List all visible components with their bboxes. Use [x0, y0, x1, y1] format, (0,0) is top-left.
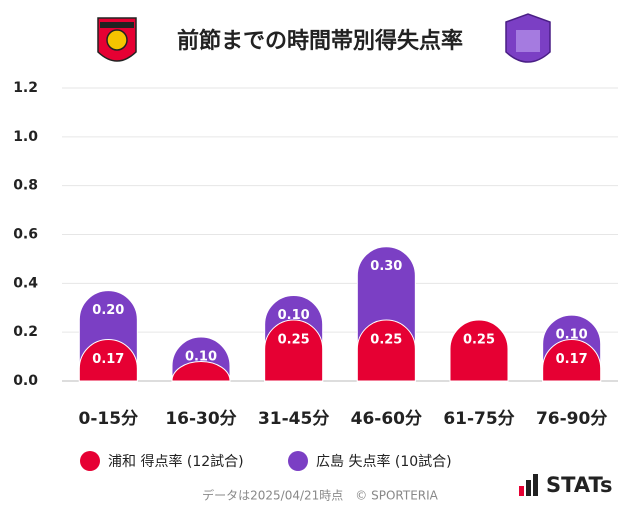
bar-segment [542, 339, 602, 382]
y-tick-label: 0.6 [13, 227, 38, 243]
away-logo [505, 13, 551, 63]
y-tick-label: 0.8 [13, 178, 38, 194]
x-tick-label: 16-30分 [165, 409, 236, 429]
bar-segment [449, 319, 509, 382]
y-tick-label: 0.4 [13, 275, 38, 291]
legend-marker [80, 451, 100, 471]
value-label: 0.25 [463, 332, 495, 347]
legend-marker [288, 451, 308, 471]
x-tick-label: 61-75分 [443, 409, 514, 429]
value-label: 0.25 [370, 332, 402, 347]
bar-segment [356, 319, 416, 382]
footer-note: データは2025/04/21時点 © SPORTERIA [202, 488, 439, 503]
bar-segment [171, 361, 231, 382]
bar-segment [78, 339, 138, 382]
bar-segment [264, 319, 324, 382]
x-tick-label: 46-60分 [351, 409, 422, 429]
x-tick-label: 31-45分 [258, 409, 329, 429]
y-tick-label: 1.0 [13, 129, 38, 145]
legend-label: 浦和 得点率 (12試合) [108, 453, 244, 470]
brand-name: STATs [546, 473, 612, 497]
legend: 浦和 得点率 (12試合) 広島 失点率 (10試合) [80, 451, 452, 471]
y-tick-label: 0.0 [13, 373, 38, 389]
chart-title: 前節までの時間帯別得失点率 [177, 28, 463, 54]
y-tick-label: 0.2 [13, 324, 38, 340]
legend-label: 広島 失点率 (10試合) [316, 453, 452, 470]
plot-area: 0.0 0.2 0.4 0.6 0.8 1.0 1.2 0-15分 0.17 0.20 16-30分… [13, 80, 618, 429]
x-tick-label: 76-90分 [536, 409, 607, 429]
value-label: 0.17 [92, 352, 124, 367]
home-logo [97, 17, 137, 62]
value-label: 0.20 [92, 303, 124, 318]
value-label: 0.10 [278, 308, 310, 323]
value-label: 0.10 [556, 328, 588, 343]
value-label: 0.17 [556, 352, 588, 367]
brand-logo: STATs [519, 473, 612, 497]
value-label: 0.10 [185, 350, 217, 365]
x-tick-label: 0-15分 [79, 409, 139, 429]
value-label: 0.25 [278, 332, 310, 347]
y-tick-label: 1.2 [13, 80, 38, 96]
value-label: 0.30 [370, 259, 402, 274]
